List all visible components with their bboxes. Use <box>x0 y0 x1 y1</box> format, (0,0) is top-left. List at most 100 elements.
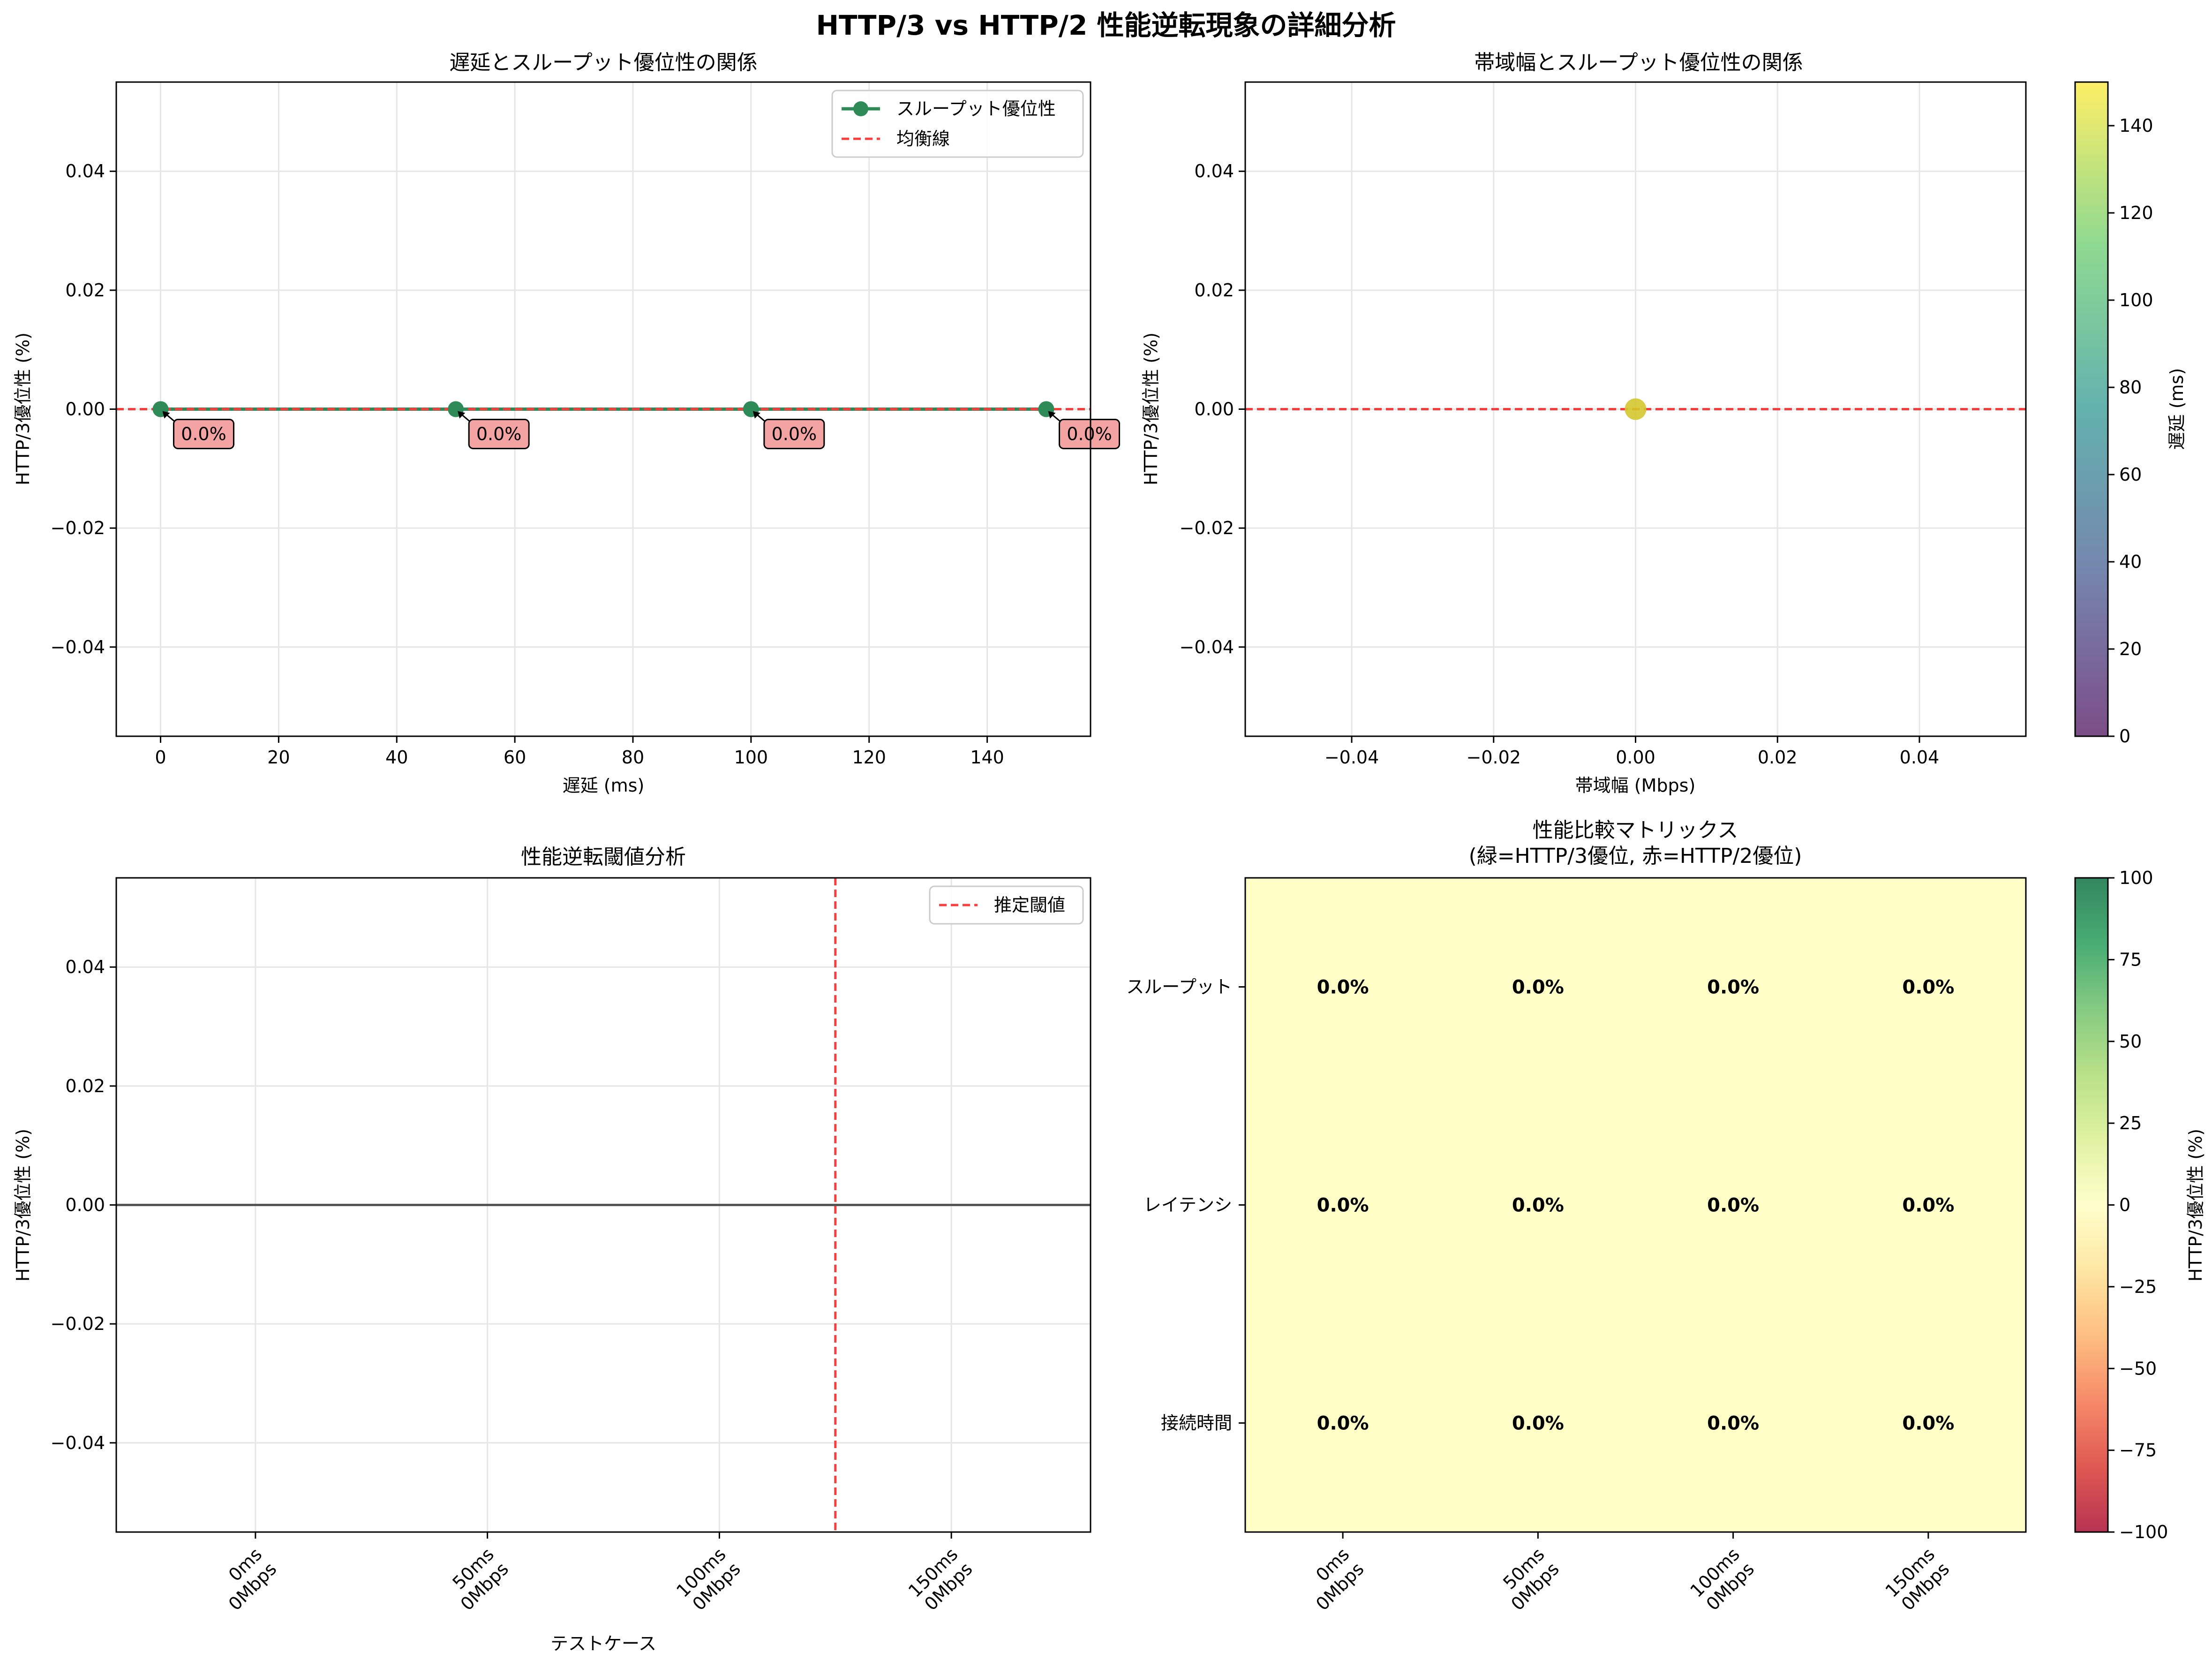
x-tick-label: 40 <box>385 747 408 768</box>
heatmap-cell-label: 0.0% <box>1707 977 1759 998</box>
legend-label-throughput: スループット優位性 <box>896 98 1056 119</box>
heatmap-cell-label: 0.0% <box>1512 977 1564 998</box>
advantage-colorbar <box>2074 877 2109 1533</box>
y-tick-label: 0.02 <box>65 1076 105 1096</box>
figure-suptitle: HTTP/3 vs HTTP/2 性能逆転現象の詳細分析 <box>816 9 1396 41</box>
colorbar-tick-label: −100 <box>2119 1522 2168 1542</box>
y-tick-label: 0.00 <box>65 399 105 420</box>
y-tick-label: 0.04 <box>65 957 105 977</box>
y-tick-label: 0.04 <box>1194 161 1234 181</box>
panel-4-cells <box>1245 878 2026 1533</box>
panel-3-legend-box <box>929 885 1084 925</box>
heatmap-cell <box>1440 1096 1636 1314</box>
y-tick-label: −0.02 <box>1180 518 1234 538</box>
y-tick-label: −0.04 <box>51 1433 105 1453</box>
heatmap-cell <box>1245 1314 1441 1533</box>
heatmap-cell-label: 0.0% <box>1512 1195 1564 1216</box>
annotation-label: 0.0% <box>476 424 522 445</box>
y-tick-label: 0.00 <box>65 1195 105 1216</box>
heatmap-cell-label: 0.0% <box>1317 1413 1369 1434</box>
panel-3-legend: 推定閾値 <box>929 885 1084 925</box>
heatmap-cell <box>1440 1314 1636 1533</box>
x-tick-label: 0ms0Mbps <box>210 1544 281 1615</box>
heatmap-cell-label: 0.0% <box>1512 1413 1564 1434</box>
colorbar-tick-label: 20 <box>2119 639 2142 659</box>
panel-1-ticks: 0 20 40 60 80 100 120 140 −0.04 −0.02 0.00 0.02 0.04 <box>51 161 1004 768</box>
colorbar-tick-label: 100 <box>2119 290 2153 310</box>
heatmap-cell-label: 0.0% <box>1902 1413 1954 1434</box>
heatmap-cell <box>1830 1096 2026 1314</box>
y-tick-label: 0.02 <box>1194 280 1234 301</box>
y-tick-label: 0.04 <box>65 161 105 181</box>
annotation-arrowhead <box>162 411 170 419</box>
x-tick-label: −0.04 <box>1324 747 1379 768</box>
heatmap-column-label: 100ms0Mbps <box>1686 1544 1758 1616</box>
y-tick-label: −0.04 <box>1180 637 1234 657</box>
panel-3-ticks: 0ms0Mbps 50ms0Mbps 100ms0Mbps 150ms0Mbps −0.… <box>51 957 977 1616</box>
heatmap-cell <box>1245 1096 1441 1314</box>
colorbar-tick-label: −50 <box>2119 1358 2157 1379</box>
y-tick-label: −0.02 <box>51 1314 105 1334</box>
annotation-arrowhead <box>1048 411 1056 419</box>
x-tick-label: 0.02 <box>1758 747 1798 768</box>
colorbar-tick-label: 80 <box>2119 377 2142 398</box>
colorbar-tick-label: 0 <box>2119 1195 2130 1216</box>
advantage-colorbar-label: HTTP/3優位性 (%) <box>2185 1129 2206 1282</box>
annotation-box <box>173 419 234 449</box>
colorbar-tick-label: 120 <box>2119 203 2153 223</box>
panel-1-legend: スループット優位性 均衡線 <box>831 90 1084 158</box>
annotation-box <box>763 419 825 449</box>
legend-label-threshold: 推定閾値 <box>994 895 1065 915</box>
x-tick-label: 0.04 <box>1900 747 1940 768</box>
panel-1-legend-box <box>831 90 1084 158</box>
heatmap-cell <box>1440 878 1636 1096</box>
x-tick-label: 120 <box>852 747 886 768</box>
x-tick-label: 100 <box>734 747 768 768</box>
colorbar-tick-label: 50 <box>2119 1031 2142 1052</box>
panel-latency-chart: 遅延とスループット優位性の関係 0.0% 0.0% 0.0% 0.0% 0 20 40 60… <box>13 51 1121 796</box>
panel-bandwidth-chart: 帯域幅とスループット優位性の関係 −0.04 −0.02 0.00 0.02 0.04−… <box>1141 51 2187 796</box>
annotation-arrowhead <box>458 411 466 419</box>
x-tick-label: 20 <box>267 747 290 768</box>
heatmap-cell <box>1635 1096 1831 1314</box>
heatmap-column-label: 0ms0Mbps <box>1297 1544 1368 1615</box>
annotation-label: 0.0% <box>772 424 817 445</box>
panel-4-subtitle: (緑=HTTP/3優位, 赤=HTTP/2優位) <box>1469 844 1802 868</box>
heatmap-row-label: 接続時間 <box>1161 1413 1232 1434</box>
colorbar-tick-label: 140 <box>2119 115 2153 136</box>
panel-3-title: 性能逆転閾値分析 <box>521 845 686 869</box>
colorbar-tick-label: −25 <box>2119 1276 2157 1297</box>
scatter-point <box>1625 398 1647 420</box>
heatmap-cell-label: 0.0% <box>1317 977 1369 998</box>
x-tick-label: −0.02 <box>1467 747 1521 768</box>
x-tick-label: 0 <box>155 747 166 768</box>
x-tick-label: 60 <box>504 747 526 768</box>
heatmap-cell <box>1245 878 1441 1096</box>
colorbar-tick-label: −75 <box>2119 1440 2157 1461</box>
x-tick-label: 50ms0Mbps <box>442 1544 512 1615</box>
annotation-box <box>1059 419 1121 449</box>
panel-3-xlabel: テストケース <box>550 1633 656 1654</box>
colorbar-tick-label: 0 <box>2119 726 2130 747</box>
heatmap-row-label: スループット <box>1126 977 1232 997</box>
heatmap-column-label: 150ms0Mbps <box>1881 1544 1954 1616</box>
colorbar-tick-label: 40 <box>2119 551 2142 572</box>
y-tick-label: 0.02 <box>65 280 105 301</box>
panel-4-title: 性能比較マトリックス <box>1533 818 1738 842</box>
panel-3-ylabel: HTTP/3優位性 (%) <box>13 1129 33 1282</box>
panel-2-ylabel: HTTP/3優位性 (%) <box>1141 332 1161 485</box>
heatmap-row-label: レイテンシ <box>1144 1195 1232 1216</box>
panel-1-marks: 0.0% 0.0% 0.0% 0.0% <box>116 401 1121 449</box>
colorbar-tick-label: 75 <box>2119 949 2142 970</box>
heatmap-cell-label: 0.0% <box>1902 977 1954 998</box>
panel-3-marks <box>116 878 1091 1532</box>
annotation-label: 0.0% <box>1067 424 1112 445</box>
colorbar-tick-label: 100 <box>2119 868 2153 888</box>
annotation-arrowhead <box>752 411 760 419</box>
x-tick-label: 100ms0Mbps <box>672 1544 745 1616</box>
y-tick-label: −0.02 <box>51 518 105 538</box>
heatmap-cell <box>1830 878 2026 1096</box>
x-tick-label: 80 <box>622 747 644 768</box>
heatmap-cell <box>1635 878 1831 1096</box>
